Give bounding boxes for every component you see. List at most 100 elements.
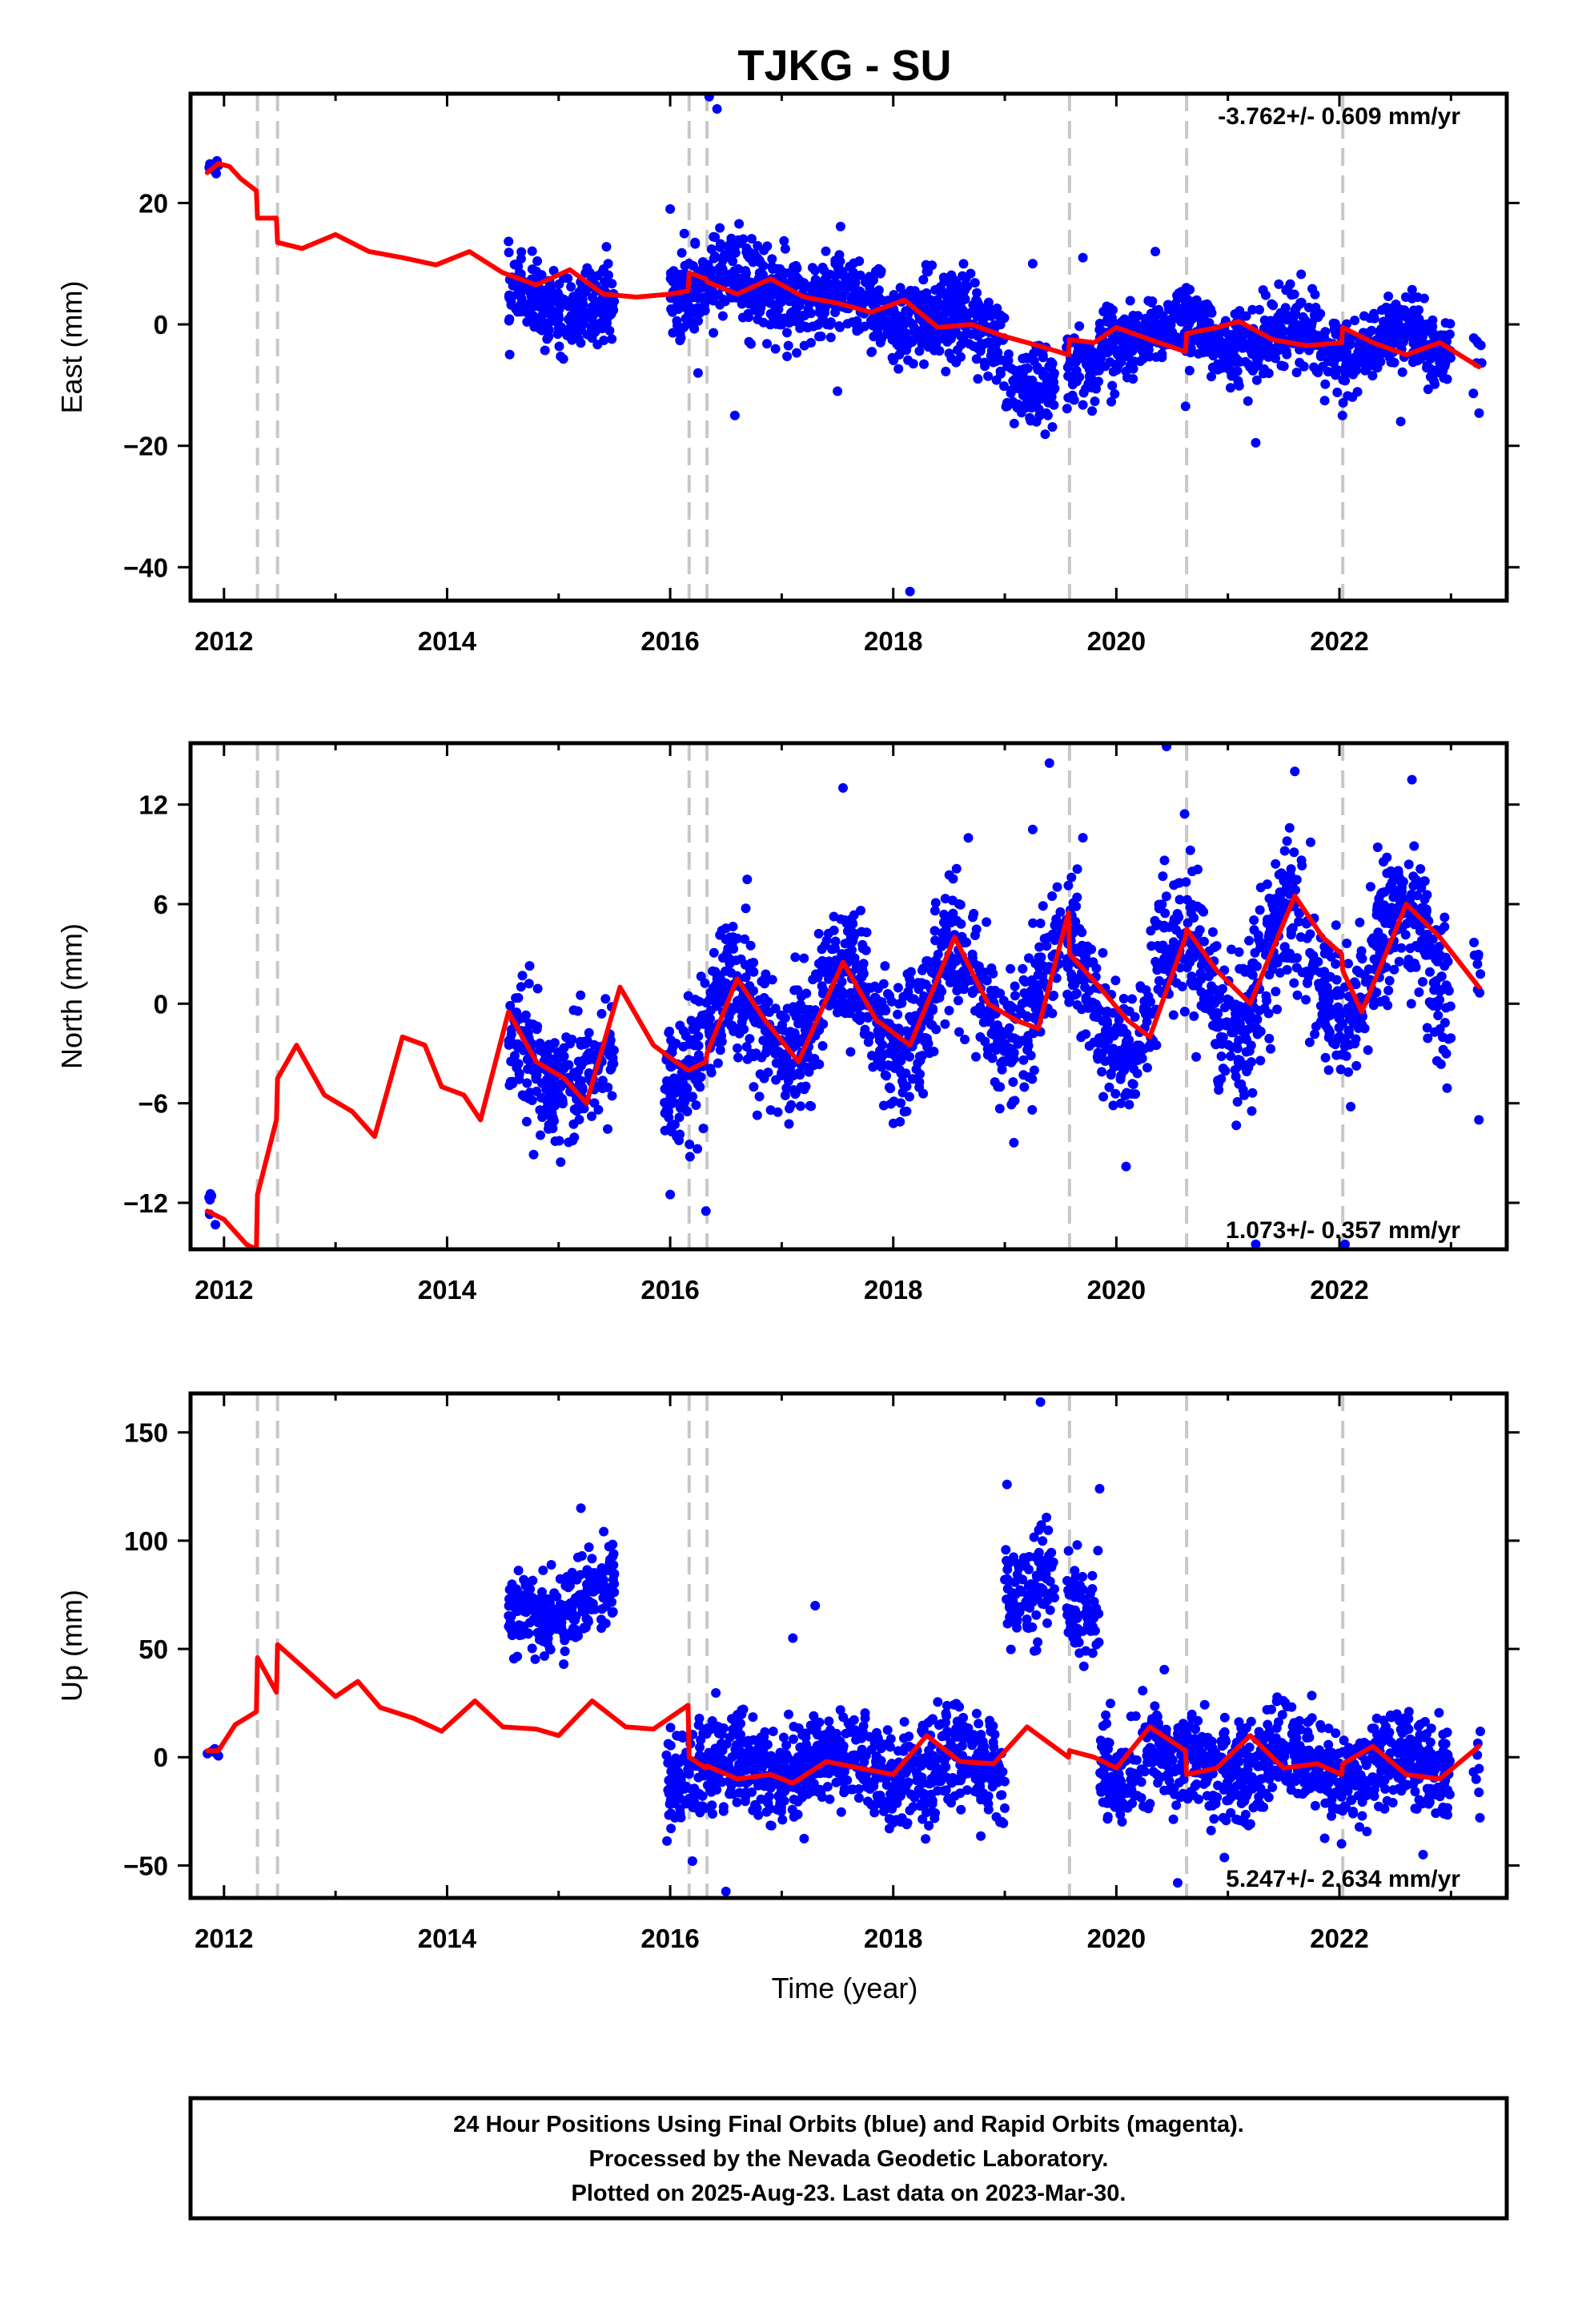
outlier-point (712, 104, 722, 114)
data-point (1271, 353, 1281, 364)
data-point (1235, 356, 1245, 367)
data-point (999, 1045, 1009, 1055)
data-point (956, 1804, 966, 1815)
data-point (1272, 954, 1282, 963)
data-point (1027, 1104, 1038, 1115)
data-point (946, 300, 957, 310)
data-point (1230, 1065, 1240, 1076)
data-point (1083, 1003, 1094, 1013)
data-point (1018, 1070, 1029, 1080)
data-point (1431, 1055, 1442, 1066)
x-tick-label: 2018 (864, 626, 922, 656)
data-point (1343, 959, 1353, 969)
data-point (1040, 429, 1050, 440)
data-point (1234, 947, 1244, 957)
data-point (564, 1137, 574, 1148)
data-point (582, 1051, 592, 1061)
data-point (1035, 919, 1046, 928)
data-point (830, 308, 841, 317)
data-point (584, 1542, 594, 1552)
data-point (825, 332, 836, 343)
data-point (1098, 1092, 1109, 1102)
data-point (1422, 360, 1432, 371)
data-point (1323, 1032, 1334, 1043)
data-point (527, 296, 537, 305)
data-point (686, 1015, 697, 1026)
data-point (1013, 399, 1023, 409)
data-point (1407, 293, 1417, 304)
data-point (860, 1024, 870, 1035)
data-point (1049, 991, 1059, 1000)
data-point (1367, 325, 1377, 336)
data-point (801, 1063, 812, 1072)
data-point (661, 1082, 672, 1092)
data-point (1207, 372, 1216, 382)
data-point (601, 1602, 612, 1612)
data-point (733, 1052, 743, 1063)
data-point (706, 1068, 717, 1078)
data-point (1403, 955, 1414, 965)
data-point (1363, 1045, 1373, 1055)
data-point (930, 958, 941, 968)
data-point (745, 959, 756, 968)
data-point (1353, 347, 1363, 357)
data-point (1110, 1088, 1121, 1099)
data-point (988, 968, 998, 979)
data-point (919, 321, 930, 332)
data-point (1411, 875, 1421, 885)
data-point (1294, 916, 1304, 927)
data-point (1332, 388, 1343, 397)
data-point (749, 1082, 759, 1092)
data-point (845, 1047, 856, 1057)
data-point (532, 1627, 543, 1638)
data-point (813, 276, 823, 287)
data-point (1434, 942, 1444, 951)
data-point (998, 995, 1009, 1006)
data-point (675, 269, 685, 279)
data-point (1304, 1037, 1315, 1047)
data-point (587, 1554, 597, 1564)
data-point (1047, 1008, 1058, 1019)
data-point (1095, 1005, 1105, 1015)
data-point (995, 1082, 1006, 1092)
data-point (1369, 308, 1379, 319)
data-point (770, 1003, 781, 1014)
data-point (1422, 1023, 1432, 1033)
data-point (982, 975, 992, 986)
data-point (535, 1603, 545, 1614)
data-point (1142, 1063, 1152, 1073)
data-point (1438, 1044, 1448, 1055)
data-point (717, 1031, 727, 1041)
data-point (1108, 1043, 1118, 1054)
data-point (504, 247, 514, 258)
data-point (1198, 340, 1207, 350)
data-point (1344, 1029, 1355, 1039)
data-point (1226, 383, 1235, 393)
data-point (1247, 304, 1258, 315)
data-point (755, 1069, 765, 1080)
data-point (986, 346, 997, 356)
data-point (884, 1082, 894, 1092)
data-point (603, 1124, 612, 1134)
data-point (1215, 1031, 1226, 1042)
data-point (1091, 963, 1102, 974)
data-point (816, 332, 826, 341)
data-point (826, 279, 837, 290)
data-point (555, 1574, 565, 1584)
data-point (1004, 1023, 1014, 1033)
data-point (709, 251, 720, 261)
data-point (1174, 895, 1185, 905)
data-point (710, 232, 721, 243)
data-point (583, 1617, 593, 1627)
data-point (1397, 367, 1407, 377)
data-point (1098, 947, 1108, 958)
data-point (880, 961, 890, 971)
data-point (506, 1056, 516, 1067)
outlier-point (701, 1206, 711, 1216)
data-point (771, 1058, 781, 1068)
data-point (527, 1096, 537, 1105)
data-point (726, 1021, 737, 1031)
data-point (1233, 1022, 1243, 1032)
data-point (1110, 388, 1120, 399)
